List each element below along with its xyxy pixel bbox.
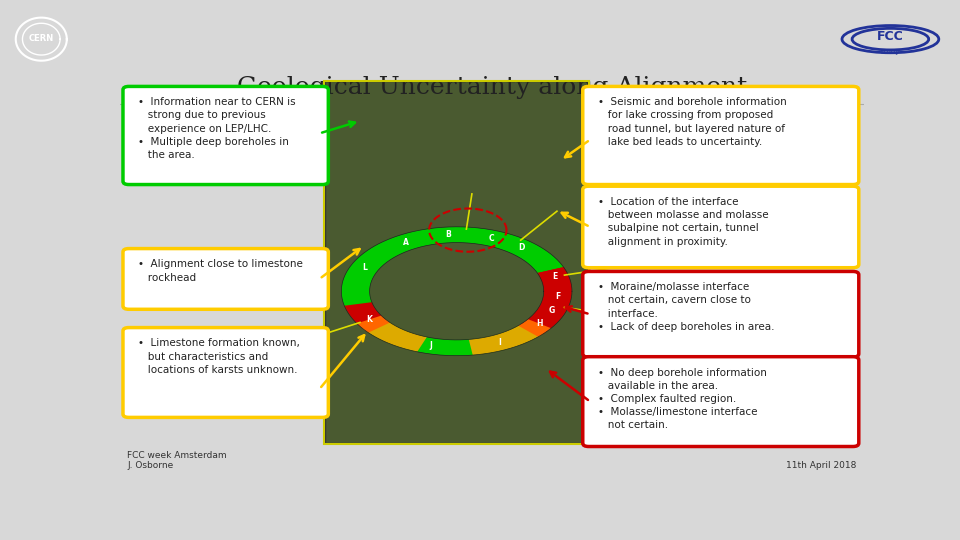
Text: •  Alignment close to limestone
   rockhead: • Alignment close to limestone rockhead bbox=[138, 259, 302, 282]
Text: •  Moraine/molasse interface
   not certain, cavern close to
   interface.
•  La: • Moraine/molasse interface not certain,… bbox=[598, 282, 774, 332]
Text: study: study bbox=[880, 49, 900, 55]
FancyBboxPatch shape bbox=[324, 82, 588, 443]
Wedge shape bbox=[538, 267, 572, 291]
Text: E: E bbox=[552, 272, 557, 281]
Text: A: A bbox=[403, 238, 409, 247]
Text: D: D bbox=[518, 244, 525, 252]
Text: FCC week Amsterdam
J. Osborne: FCC week Amsterdam J. Osborne bbox=[128, 451, 228, 470]
Text: F: F bbox=[555, 292, 560, 301]
FancyBboxPatch shape bbox=[583, 186, 859, 268]
Wedge shape bbox=[357, 315, 390, 333]
Text: •  Location of the interface
   between molasse and molasse
   subalpine not cer: • Location of the interface between mola… bbox=[598, 197, 768, 247]
Text: •  No deep borehole information
   available in the area.
•  Complex faulted reg: • No deep borehole information available… bbox=[598, 368, 766, 430]
Text: Geological Uncertainty along Alignment: Geological Uncertainty along Alignment bbox=[237, 76, 747, 99]
Text: FCC: FCC bbox=[877, 30, 903, 43]
Text: J: J bbox=[429, 341, 432, 350]
Text: •  Limestone formation known,
   but characteristics and
   locations of karsts : • Limestone formation known, but charact… bbox=[138, 339, 300, 375]
Text: I: I bbox=[498, 338, 501, 347]
Text: 11th April 2018: 11th April 2018 bbox=[786, 461, 856, 470]
FancyBboxPatch shape bbox=[583, 357, 859, 447]
Text: L: L bbox=[363, 263, 368, 272]
Wedge shape bbox=[362, 319, 427, 352]
Text: C: C bbox=[489, 234, 494, 242]
Text: K: K bbox=[366, 315, 372, 324]
FancyBboxPatch shape bbox=[583, 86, 859, 185]
Wedge shape bbox=[468, 324, 542, 355]
FancyBboxPatch shape bbox=[123, 328, 328, 417]
Text: G: G bbox=[548, 306, 555, 315]
FancyBboxPatch shape bbox=[123, 248, 328, 309]
Text: •  Seismic and borehole information
   for lake crossing from proposed
   road t: • Seismic and borehole information for l… bbox=[598, 97, 786, 147]
Text: B: B bbox=[445, 231, 450, 239]
Text: CERN: CERN bbox=[29, 33, 54, 43]
Wedge shape bbox=[518, 319, 551, 337]
Wedge shape bbox=[342, 227, 572, 356]
Wedge shape bbox=[521, 267, 572, 334]
FancyBboxPatch shape bbox=[583, 272, 859, 357]
Wedge shape bbox=[345, 302, 385, 328]
Text: H: H bbox=[537, 319, 542, 328]
Text: •  Information near to CERN is
   strong due to previous
   experience on LEP/LH: • Information near to CERN is strong due… bbox=[138, 97, 296, 160]
FancyBboxPatch shape bbox=[123, 86, 328, 185]
